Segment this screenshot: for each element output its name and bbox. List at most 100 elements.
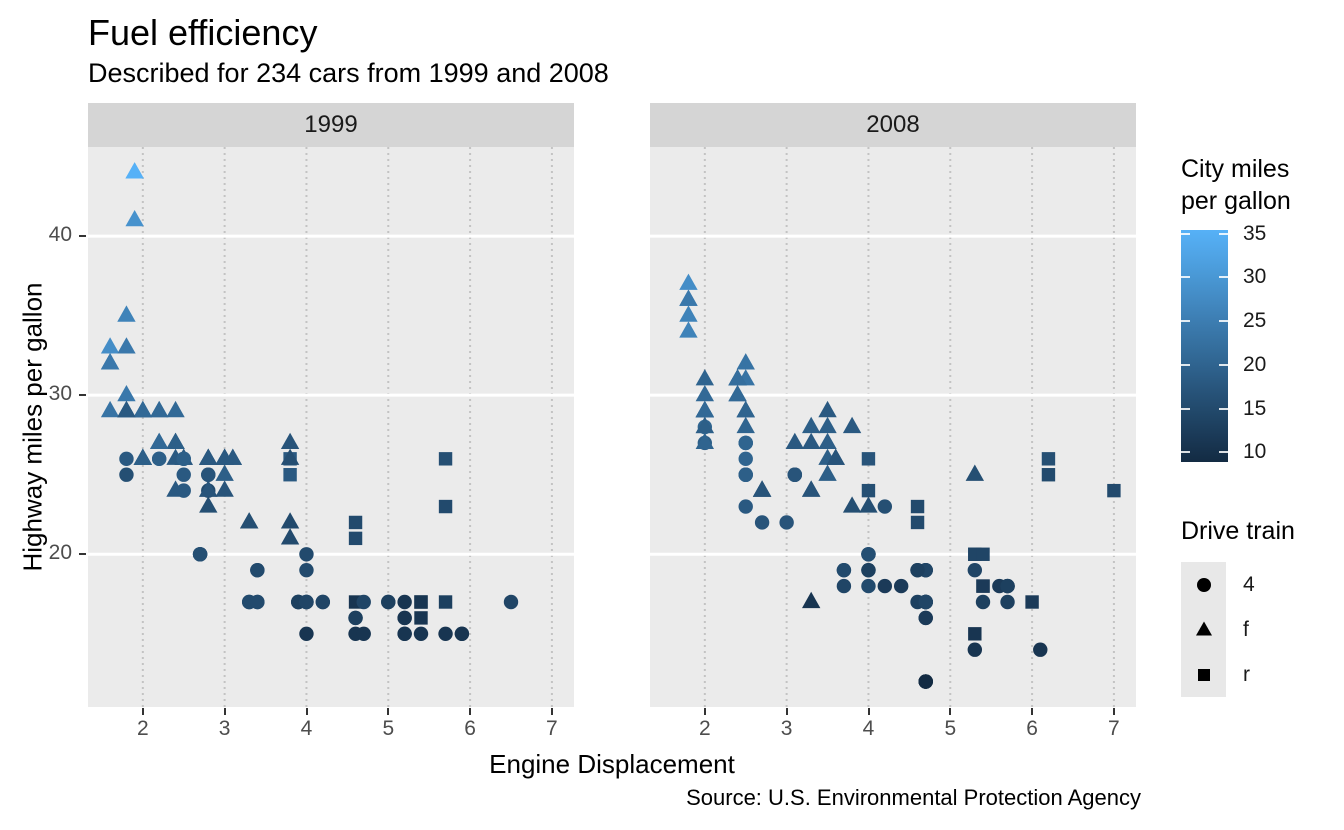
data-point-f xyxy=(100,353,120,370)
data-point-4 xyxy=(1000,594,1015,610)
colorbar-tick-label: 15 xyxy=(1243,396,1267,420)
colorbar-tick-label: 20 xyxy=(1243,352,1267,376)
y-tick-mark xyxy=(79,235,86,238)
data-point-4 xyxy=(119,467,134,482)
data-point-f xyxy=(149,432,169,450)
data-point-r xyxy=(438,595,453,609)
y-axis-title: Highway miles per gallon xyxy=(17,282,48,572)
data-point-r xyxy=(861,452,876,466)
data-point-4 xyxy=(893,578,909,594)
data-point-r xyxy=(1041,452,1056,466)
data-point-4 xyxy=(861,547,876,562)
data-point-r xyxy=(348,515,363,530)
data-point-f xyxy=(280,448,300,465)
y-tick-label: 30 xyxy=(48,382,72,406)
y-tick-label: 20 xyxy=(48,541,72,565)
data-point-4 xyxy=(738,435,753,451)
data-point-f xyxy=(818,400,837,418)
data-point-r xyxy=(976,547,990,561)
data-point-f xyxy=(117,400,136,418)
data-point-4 xyxy=(151,451,167,467)
x-tick-label: 2 xyxy=(136,717,149,740)
data-point-r xyxy=(1041,468,1056,482)
data-point-4 xyxy=(315,594,331,610)
data-point-4 xyxy=(192,547,208,562)
scatter-panel-1999 xyxy=(88,147,574,707)
data-point-f xyxy=(695,400,715,418)
y-tick-mark xyxy=(79,553,86,556)
data-point-4 xyxy=(438,626,453,642)
data-point-4 xyxy=(356,626,371,642)
data-point-f xyxy=(133,400,153,418)
colorbar-tick-mark xyxy=(1219,276,1228,279)
data-point-4 xyxy=(299,547,314,562)
data-point-f xyxy=(736,353,755,370)
data-point-f xyxy=(166,400,185,418)
legend-key-label-r: r xyxy=(1243,663,1250,686)
data-point-f xyxy=(801,591,821,609)
data-point-4 xyxy=(299,626,314,642)
data-point-4 xyxy=(836,578,852,594)
colorbar-tick-mark xyxy=(1181,320,1190,322)
data-point-4 xyxy=(119,451,134,467)
legend-key-4 xyxy=(1181,562,1226,607)
facet-strip-label: 2008 xyxy=(866,111,920,138)
colorbar-gradient xyxy=(1181,230,1228,462)
data-point-4 xyxy=(967,642,983,657)
legend-key-label-4: 4 xyxy=(1243,573,1255,596)
data-point-f xyxy=(842,416,862,434)
x-tick-mark xyxy=(867,708,870,715)
data-point-f xyxy=(199,496,218,513)
data-point-f xyxy=(280,432,300,450)
x-tick-mark xyxy=(949,708,952,715)
data-point-4 xyxy=(503,594,519,610)
data-point-4 xyxy=(754,515,770,530)
x-tick-label: 7 xyxy=(1108,717,1120,740)
x-axis-title: Engine Displacement xyxy=(489,749,735,779)
data-point-f xyxy=(842,496,862,513)
x-tick-mark xyxy=(1112,708,1115,715)
data-point-4 xyxy=(1000,578,1015,594)
data-point-f xyxy=(117,305,136,322)
data-point-f xyxy=(695,416,715,434)
data-point-f xyxy=(679,321,698,338)
data-point-4 xyxy=(861,562,876,578)
data-point-f xyxy=(695,384,715,402)
data-point-f xyxy=(965,464,985,481)
y-tick-mark xyxy=(79,394,86,397)
legend-key-label-f: f xyxy=(1243,618,1249,641)
x-tick-label: 5 xyxy=(382,717,395,740)
shape-legend-title: Drive train xyxy=(1181,517,1295,545)
x-tick-label: 2 xyxy=(698,717,711,740)
x-tick-mark xyxy=(550,708,553,715)
data-point-4 xyxy=(381,594,396,610)
data-point-f xyxy=(679,273,698,290)
facet-strip-2008: 2008 xyxy=(650,103,1136,147)
data-point-4 xyxy=(918,594,933,610)
data-point-f xyxy=(215,480,234,497)
colorbar-tick-mark xyxy=(1181,407,1190,410)
colorbar-tick-mark xyxy=(1181,451,1190,454)
data-point-f xyxy=(785,432,805,450)
data-point-4 xyxy=(975,594,991,610)
x-tick-label: 7 xyxy=(546,717,558,740)
legend-key-r xyxy=(1181,652,1226,697)
x-tick-label: 3 xyxy=(780,717,793,740)
data-point-r xyxy=(414,611,428,625)
data-point-r xyxy=(1107,483,1121,498)
data-point-f xyxy=(859,496,878,513)
data-point-r xyxy=(438,499,453,514)
x-tick-label: 3 xyxy=(218,717,231,740)
colorbar-tick-mark xyxy=(1219,451,1228,454)
colorbar-tick-label: 35 xyxy=(1243,221,1267,245)
data-point-f xyxy=(736,416,755,434)
x-tick-mark xyxy=(703,708,706,715)
data-point-f xyxy=(818,416,837,434)
data-point-f xyxy=(166,432,185,450)
data-point-f xyxy=(125,209,144,227)
data-point-f xyxy=(801,432,821,450)
data-point-f xyxy=(679,289,698,306)
circle-icon xyxy=(1196,577,1211,592)
plot-title: Fuel efficiency xyxy=(88,12,318,53)
